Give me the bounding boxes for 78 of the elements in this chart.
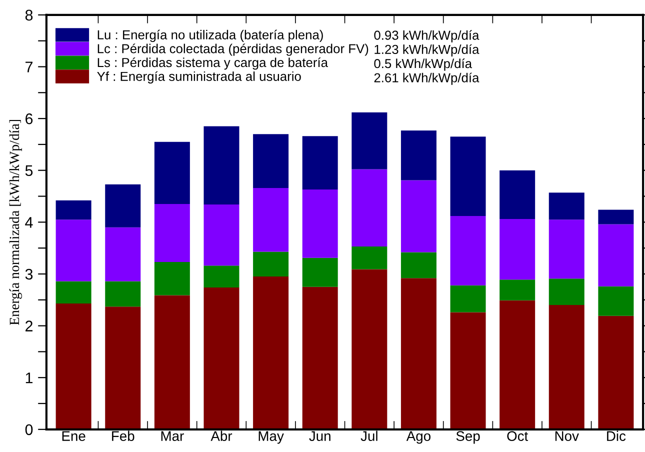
bar (253, 134, 289, 188)
x-tick-label: May (258, 431, 284, 444)
annotation: 0.5 kWh/kWp/día (374, 58, 472, 71)
bar (105, 306, 141, 430)
annotation: 0.93 kWh/kWp/día (374, 30, 480, 42)
x-tick-label: Nov (555, 431, 579, 441)
bar (105, 227, 141, 282)
bar (56, 220, 92, 282)
bar (204, 204, 240, 266)
y-tick-label: 1 (26, 372, 32, 384)
bar (450, 136, 486, 216)
bar (253, 188, 289, 252)
legend-label: Ls : Pérdidas sistema y carga de batería (98, 57, 328, 70)
bar (352, 112, 388, 170)
x-tick-label: Dic (607, 430, 626, 441)
x-tick-label: Jul (360, 430, 378, 441)
bar (352, 269, 388, 430)
bar (154, 142, 190, 204)
bar (105, 281, 141, 307)
y-tick-label: 2 (26, 320, 32, 332)
x-tick-label: Sep (456, 431, 480, 444)
legend-label: Lc : Pérdida colectada (pérdidas generador FV) (98, 44, 368, 56)
bar (450, 285, 486, 312)
bar (400, 130, 436, 180)
x-tick-label: Oct (507, 431, 528, 441)
bar (56, 281, 92, 304)
x-tick-label: Jun (309, 431, 330, 441)
bar (154, 295, 190, 430)
bar (500, 170, 536, 220)
y-axis-title: Energía normalizada [kWh/kWp/día] (9, 120, 22, 325)
bar (400, 180, 436, 252)
bar (500, 280, 536, 300)
x-tick-label: Ene (62, 431, 86, 441)
bar (598, 210, 634, 224)
bar (302, 136, 338, 190)
bar (253, 252, 289, 277)
x-tick-label: Ago (406, 431, 430, 444)
y-tick-label: 0 (25, 424, 33, 436)
bar (253, 276, 289, 430)
bar (548, 278, 584, 306)
bar (302, 286, 338, 430)
bar (400, 278, 436, 430)
bar (598, 224, 634, 286)
bar (450, 216, 486, 286)
annotation: 1.23 kWh/kWp/día (374, 44, 480, 57)
bar (56, 304, 92, 430)
bar (548, 192, 584, 220)
bar (204, 287, 240, 430)
bar (598, 316, 634, 430)
x-tick-label: Mar (161, 431, 184, 441)
bar (500, 219, 536, 280)
bar (154, 262, 190, 296)
bar (352, 246, 388, 270)
bar (105, 184, 141, 228)
x-tick-label: Abr (210, 430, 232, 441)
legend-label: Yf : Energía suministrada al usuario (97, 71, 301, 84)
y-tick-label: 3 (25, 268, 33, 280)
bar (204, 266, 240, 288)
bar (204, 126, 240, 205)
bar (302, 190, 338, 258)
bar (450, 312, 486, 430)
bar (352, 169, 388, 247)
bar (598, 286, 634, 316)
legend-label: Lu : Energía no utilizada (batería plena) (98, 30, 323, 42)
bar (154, 204, 190, 262)
bar (302, 258, 338, 287)
y-tick-label: 4 (25, 217, 33, 228)
annotation: 2.61 kWh/kWp/día (374, 72, 480, 85)
y-tick-label: 5 (25, 165, 33, 176)
x-tick-label: Feb (112, 430, 134, 441)
bar (548, 305, 584, 430)
bar (56, 200, 92, 220)
y-tick-label: 8 (25, 10, 33, 21)
bar (500, 300, 536, 430)
y-tick-label: 7 (26, 62, 32, 72)
y-tick-label: 6 (26, 113, 33, 124)
bar (548, 220, 584, 279)
bar (400, 252, 436, 278)
